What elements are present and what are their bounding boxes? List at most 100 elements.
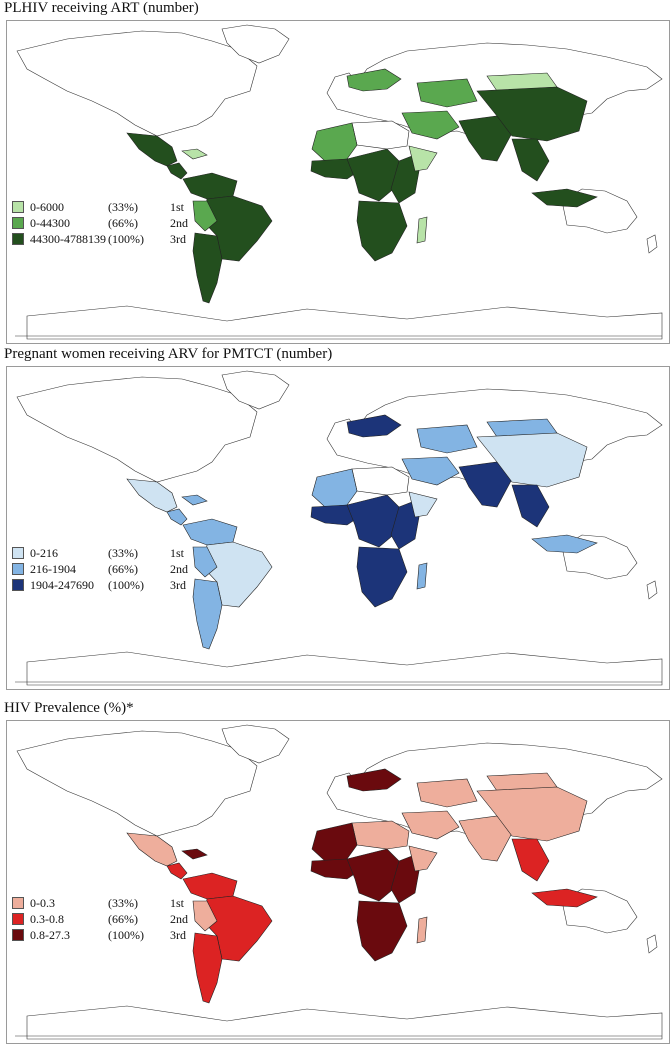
region-caribbean (181, 148, 208, 160)
legend-percent: (100%) (108, 928, 144, 942)
legend-swatch (12, 929, 24, 941)
region-bolivia (192, 546, 218, 578)
region-madagascar (416, 916, 428, 944)
legend-percent: (33%) (108, 200, 138, 214)
region-middle-east (401, 110, 460, 140)
region-brazil (202, 195, 273, 262)
region-central-asia (416, 424, 478, 454)
region-ne-africa (351, 820, 410, 850)
landmass-outline (646, 234, 658, 254)
legend-swatch (12, 563, 24, 575)
region-central-asia (416, 778, 478, 808)
region-ne-africa (351, 120, 410, 150)
region-e-europe (346, 414, 402, 438)
region-se-asia (511, 484, 550, 528)
legend-swatch (12, 217, 24, 229)
region-bolivia (192, 900, 218, 932)
landmass-outline (26, 651, 663, 686)
legend-range: 1904-247690 (30, 578, 94, 592)
region-southern-cone (192, 932, 223, 1004)
region-madagascar (416, 216, 428, 244)
region-caribbean (181, 848, 208, 860)
region-islands (531, 188, 598, 208)
region-central-am (166, 862, 188, 880)
region-caribbean (181, 494, 208, 506)
legend-swatch (12, 913, 24, 925)
legend-range: 0-0.3 (30, 896, 55, 910)
legend-rank: 1st (170, 896, 185, 910)
landmass-outline (646, 580, 658, 600)
region-southern-cone (192, 578, 223, 650)
region-china (476, 432, 588, 488)
region-se-asia (511, 838, 550, 882)
legend-range: 0-6000 (30, 200, 64, 214)
legend-rank: 2nd (170, 912, 188, 926)
region-horn (408, 845, 438, 872)
legend-rank: 2nd (170, 562, 188, 576)
region-southern-cone (192, 232, 223, 304)
region-north-sa (182, 518, 238, 546)
region-se-asia (511, 138, 550, 182)
map-frame (6, 366, 670, 690)
legend-range: 44300-4788139 (30, 232, 106, 246)
landmass-outline (16, 730, 258, 837)
legend-percent: (66%) (108, 216, 138, 230)
region-horn (408, 491, 438, 518)
map-frame (6, 720, 670, 1044)
landmass-outline (221, 724, 290, 764)
region-middle-east (401, 456, 460, 486)
landmass-outline (26, 1005, 663, 1040)
legend-swatch (12, 233, 24, 245)
region-brazil (202, 895, 273, 962)
region-bolivia (192, 200, 218, 232)
legend-swatch (12, 897, 24, 909)
region-islands (531, 888, 598, 908)
region-mexico (126, 832, 178, 867)
map-frame (6, 20, 670, 344)
region-china (476, 786, 588, 842)
region-southern-africa (356, 546, 408, 608)
region-central-am (166, 508, 188, 526)
region-southern-africa (356, 200, 408, 262)
region-islands (531, 534, 598, 554)
region-southern-africa (356, 900, 408, 962)
legend-range: 0.8-27.3 (30, 928, 70, 942)
map-title: Pregnant women receiving ARV for PMTCT (… (4, 346, 333, 362)
legend-percent: (100%) (108, 232, 144, 246)
region-central-africa (346, 494, 400, 548)
landmass-outline (16, 30, 258, 137)
map-title: PLHIV receiving ART (number) (4, 0, 199, 16)
legend-percent: (33%) (108, 896, 138, 910)
region-central-am (166, 162, 188, 180)
region-china (476, 86, 588, 142)
map-panel-prevalence: HIV Prevalence (%)* 0-0.3 (33%) 1st 0.3-… (0, 700, 671, 1045)
region-sahel-west (311, 122, 358, 162)
region-sahel-west (311, 822, 358, 862)
region-ne-africa (351, 466, 410, 496)
region-central-asia (416, 78, 478, 108)
region-central-africa (346, 148, 400, 202)
region-e-europe (346, 68, 402, 92)
region-middle-east (401, 810, 460, 840)
landmass-outline (646, 934, 658, 954)
legend-swatch (12, 579, 24, 591)
legend-rank: 1st (170, 200, 185, 214)
landmass-outline (16, 376, 258, 483)
region-madagascar (416, 562, 428, 590)
legend-percent: (66%) (108, 912, 138, 926)
landmass-outline (221, 370, 290, 410)
landmass-outline (221, 24, 290, 64)
legend-percent: (33%) (108, 546, 138, 560)
world-map (15, 370, 663, 686)
legend-range: 0.3-0.8 (30, 912, 64, 926)
region-north-sa (182, 872, 238, 900)
world-map (15, 24, 663, 340)
legend-rank: 2nd (170, 216, 188, 230)
legend-rank: 3rd (170, 232, 186, 246)
region-horn (408, 145, 438, 172)
world-map (15, 724, 663, 1040)
legend-range: 0-216 (30, 546, 58, 560)
legend-percent: (100%) (108, 578, 144, 592)
legend-rank: 3rd (170, 578, 186, 592)
region-e-europe (346, 768, 402, 792)
